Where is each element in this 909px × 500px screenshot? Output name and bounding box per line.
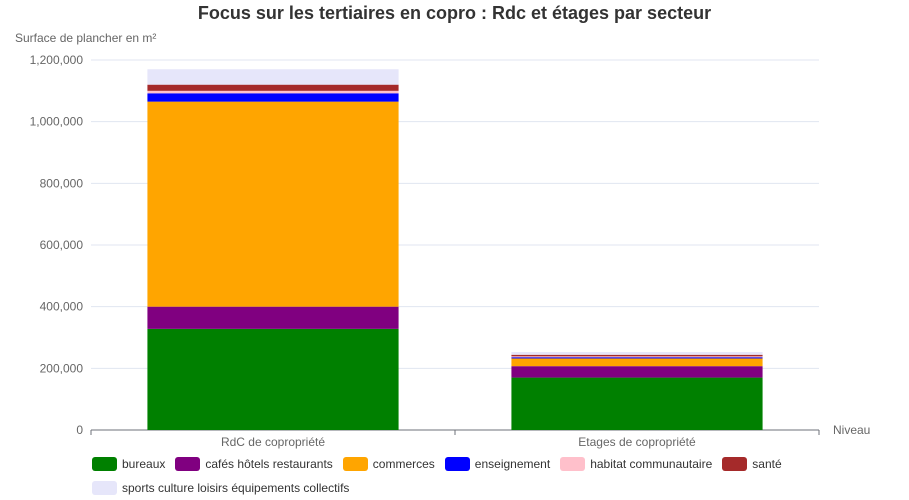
bar-segment bbox=[147, 101, 399, 307]
x-tick-label: RdC de copropriété bbox=[221, 435, 325, 449]
legend-swatch bbox=[175, 457, 201, 471]
y-tick-label: 1,200,000 bbox=[30, 53, 84, 67]
y-tick-label: 600,000 bbox=[40, 238, 84, 252]
legend-item[interactable]: bureaux bbox=[92, 452, 165, 476]
legend-item[interactable]: sports culture loisirs équipements colle… bbox=[92, 476, 349, 500]
x-axis-label: Niveau bbox=[833, 423, 870, 437]
bar-segment bbox=[147, 90, 399, 94]
bar-segment bbox=[147, 84, 399, 91]
x-tick-label: Etages de copropriété bbox=[578, 435, 696, 449]
y-axis-label: Surface de plancher en m² bbox=[15, 31, 156, 45]
bar-segment bbox=[147, 306, 399, 329]
legend-item[interactable]: enseignement bbox=[444, 452, 551, 476]
legend-swatch bbox=[444, 457, 470, 471]
y-tick-label: 0 bbox=[76, 423, 83, 437]
y-tick-label: 800,000 bbox=[40, 176, 84, 190]
bar-segment bbox=[147, 69, 399, 85]
legend-label: enseignement bbox=[474, 457, 551, 471]
legend-swatch bbox=[92, 457, 117, 471]
bar-segment bbox=[511, 366, 763, 378]
bar-segment bbox=[511, 357, 763, 359]
legend-swatch bbox=[560, 457, 586, 471]
legend: bureaux cafés hôtels restaurants commerces… bbox=[92, 452, 852, 500]
legend-swatch bbox=[342, 457, 368, 471]
y-tick-label: 1,000,000 bbox=[30, 115, 84, 129]
legend-label: sports culture loisirs équipements colle… bbox=[122, 481, 350, 495]
bar-segment bbox=[511, 377, 763, 430]
legend-label: santé bbox=[752, 457, 782, 471]
legend-label: commerces bbox=[372, 457, 435, 471]
chart-title: Focus sur les tertiaires en copro : Rdc … bbox=[197, 3, 712, 23]
legend-item[interactable]: cafés hôtels restaurants bbox=[175, 452, 333, 476]
legend-item[interactable]: commerces bbox=[342, 452, 435, 476]
legend-item[interactable]: habitat communautaire bbox=[560, 452, 712, 476]
legend-item[interactable]: santé bbox=[722, 452, 782, 476]
bar-segment bbox=[511, 356, 763, 358]
legend-label: cafés hôtels restaurants bbox=[205, 457, 333, 471]
legend-swatch bbox=[722, 457, 748, 471]
legend-label: bureaux bbox=[122, 457, 166, 471]
bar-segment bbox=[147, 328, 399, 430]
bar-segment bbox=[511, 354, 763, 357]
bar-segment bbox=[147, 93, 399, 102]
legend-label: habitat communautaire bbox=[590, 457, 713, 471]
y-tick-label: 200,000 bbox=[40, 361, 84, 375]
legend-swatch bbox=[92, 481, 117, 495]
y-tick-label: 400,000 bbox=[40, 300, 84, 314]
bar-segment bbox=[511, 358, 763, 367]
bar-segment bbox=[511, 351, 763, 355]
